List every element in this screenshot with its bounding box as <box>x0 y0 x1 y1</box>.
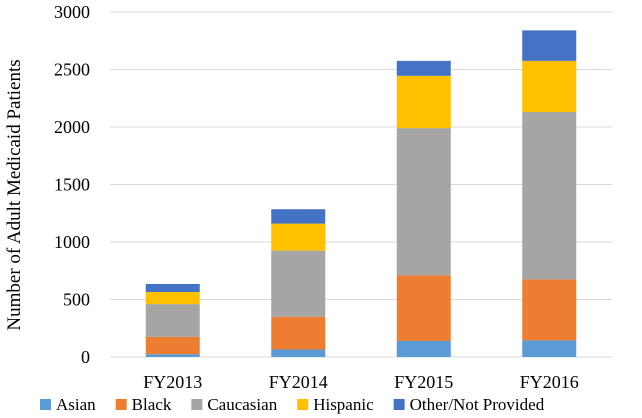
bar-stacks <box>145 30 577 357</box>
bar-stack <box>396 60 451 357</box>
y-tick-label: 0 <box>81 347 90 367</box>
bar-segment-caucasian <box>271 250 326 317</box>
bar-segment-black <box>145 336 200 355</box>
bar-segment-other-not-provided <box>522 30 577 61</box>
y-tick-label: 3000 <box>54 2 90 22</box>
x-tick-label: FY2016 <box>520 372 579 392</box>
legend-swatch <box>115 399 127 410</box>
bar-segment-caucasian <box>522 112 577 280</box>
bar-stack <box>271 209 326 357</box>
y-tick-label: 500 <box>63 290 90 310</box>
legend-swatch <box>191 399 203 410</box>
y-tick-label: 1000 <box>54 232 90 252</box>
y-tick-label: 2500 <box>54 60 90 80</box>
bar-segment-caucasian <box>145 304 200 337</box>
x-axis-tick-labels: FY2013 FY2014 FY2015 FY2016 <box>143 372 579 392</box>
bar-segment-black <box>396 275 451 341</box>
x-tick-label: FY2014 <box>269 372 328 392</box>
bar-segment-asian <box>145 354 200 357</box>
y-tick-label: 2000 <box>54 117 90 137</box>
bar-segment-black <box>522 279 577 341</box>
y-tick-label: 1500 <box>54 175 90 195</box>
bar-segment-black <box>271 316 326 350</box>
legend-label: Black <box>132 395 172 414</box>
legend-label: Hispanic <box>313 395 374 414</box>
bar-segment-asian <box>396 340 451 357</box>
y-axis-tick-labels: 0 500 1000 1500 2000 2500 3000 <box>54 2 90 367</box>
x-tick-label: FY2013 <box>143 372 202 392</box>
bar-segment-asian <box>522 340 577 357</box>
bar-segment-other-not-provided <box>145 283 200 293</box>
bar-stack <box>522 30 577 357</box>
legend-label: Other/Not Provided <box>410 395 545 414</box>
legend-item: Caucasian <box>191 395 278 414</box>
bar-stack <box>145 283 200 357</box>
bar-segment-other-not-provided <box>396 60 451 76</box>
bar-segment-hispanic <box>396 75 451 129</box>
bar-segment-caucasian <box>396 128 451 276</box>
legend-swatch <box>40 399 51 410</box>
legend-label: Asian <box>56 395 96 414</box>
bar-segment-asian <box>271 349 326 357</box>
legend-item: Asian <box>40 395 96 414</box>
legend-swatch <box>297 399 309 410</box>
legend-swatch <box>393 399 405 410</box>
bar-segment-other-not-provided <box>271 209 326 224</box>
bar-segment-hispanic <box>522 60 577 113</box>
bar-segment-hispanic <box>145 292 200 305</box>
legend-item: Hispanic <box>297 395 374 414</box>
y-axis-label: Number of Adult Medicaid Patients <box>4 59 25 330</box>
x-tick-label: FY2015 <box>394 372 453 392</box>
bar-segment-hispanic <box>271 223 326 251</box>
legend-item: Black <box>115 395 172 414</box>
legend-item: Other/Not Provided <box>393 395 545 414</box>
legend: Asian Black Caucasian Hispanic Other/Not Pro… <box>40 395 545 414</box>
legend-label: Caucasian <box>207 395 277 414</box>
